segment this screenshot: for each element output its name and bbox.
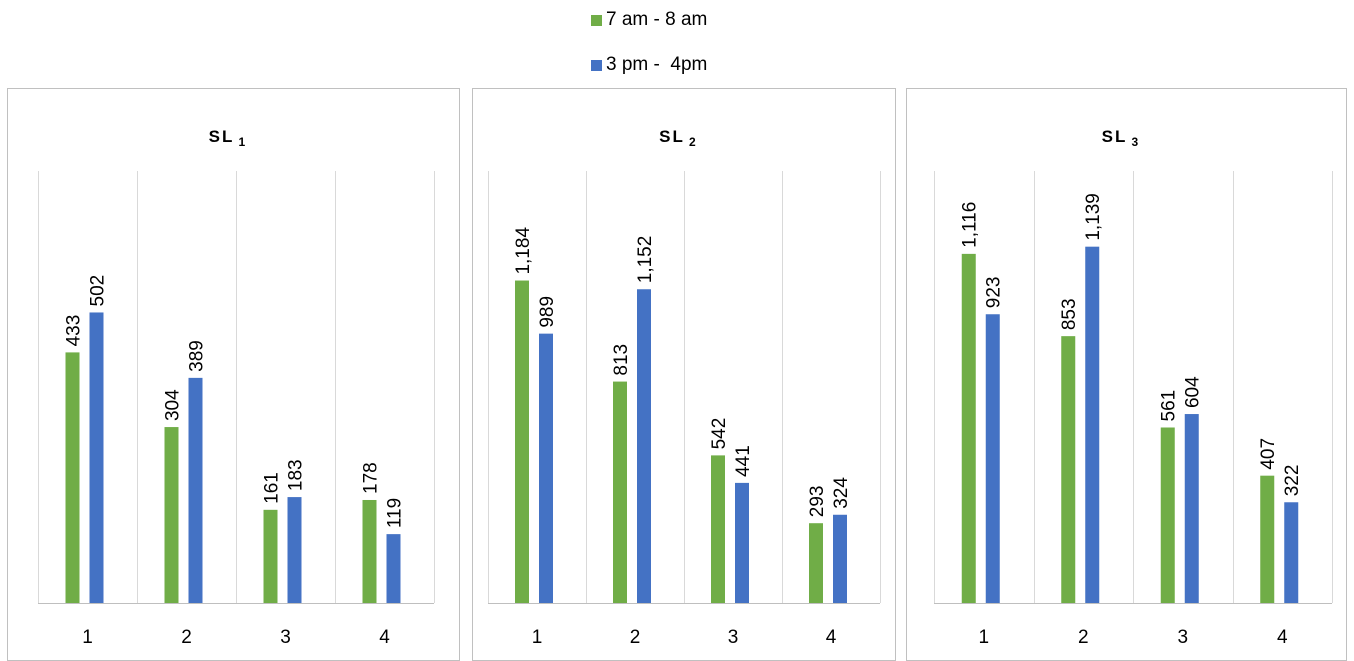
bar-afternoon — [1085, 246, 1100, 603]
bar-afternoon — [1184, 414, 1199, 603]
bar-morning — [1260, 475, 1275, 603]
data-label: 178 — [361, 462, 382, 494]
data-label: 119 — [385, 498, 406, 528]
x-tick-label: 2 — [1078, 627, 1089, 648]
bar-morning — [613, 381, 627, 603]
data-label: 542 — [709, 418, 730, 450]
data-label: 389 — [187, 340, 208, 372]
data-label: 293 — [807, 485, 828, 517]
x-tick-label: 2 — [630, 627, 641, 648]
chart-title-subscript: 2 — [689, 135, 698, 149]
bar-morning — [515, 280, 529, 603]
bar-afternoon — [985, 314, 1000, 603]
data-label: 853 — [1059, 298, 1080, 330]
data-label: 304 — [163, 389, 184, 421]
bar-afternoon — [386, 534, 401, 603]
legend-swatch-afternoon — [591, 59, 602, 71]
chart-title-subscript: 3 — [1132, 135, 1141, 149]
bar-morning — [263, 509, 278, 603]
data-label: 502 — [88, 275, 109, 307]
bar-afternoon — [287, 497, 302, 603]
bar-morning — [362, 499, 377, 603]
data-label: 322 — [1282, 465, 1303, 497]
data-label: 604 — [1183, 376, 1204, 408]
x-tick-label: 1 — [532, 627, 543, 648]
chart-title: SL — [209, 127, 235, 146]
data-label: 561 — [1159, 390, 1180, 422]
legend-swatch-morning — [591, 14, 602, 26]
x-tick-label: 3 — [1177, 627, 1188, 648]
data-label: 923 — [984, 277, 1005, 309]
chart-title: SL — [1102, 127, 1128, 146]
bar-morning — [961, 253, 976, 603]
bar-afternoon — [539, 333, 553, 603]
x-tick-label: 1 — [82, 627, 93, 648]
legend-label-afternoon: 3 pm - 4pm — [606, 54, 708, 75]
bar-morning — [65, 352, 80, 603]
data-label: 1,139 — [1083, 193, 1104, 241]
x-tick-label: 4 — [826, 627, 837, 648]
chart-title-subscript: 1 — [239, 135, 248, 149]
bar-afternoon — [637, 289, 651, 603]
data-label: 1,152 — [635, 236, 656, 284]
bar-afternoon — [833, 514, 847, 603]
data-label: 324 — [831, 477, 852, 509]
bar-morning — [1061, 336, 1076, 603]
x-tick-label: 3 — [728, 627, 739, 648]
data-label: 183 — [286, 459, 307, 491]
legend-item-afternoon: 3 pm - 4pm — [591, 54, 707, 76]
bar-afternoon — [1284, 502, 1299, 603]
data-label: 989 — [537, 296, 558, 328]
legend-label-morning: 7 am - 8 am — [606, 9, 708, 30]
bar-morning — [809, 523, 823, 603]
bar-morning — [711, 455, 725, 603]
chart-legend: 7 am - 8 am 3 pm - 4pm — [0, 0, 1354, 90]
bar-morning — [164, 427, 179, 603]
data-label: 161 — [262, 472, 283, 504]
bar-morning — [1160, 427, 1175, 603]
bar-afternoon — [735, 482, 749, 603]
data-label: 433 — [64, 315, 85, 347]
x-tick-label: 4 — [1277, 627, 1288, 648]
bar-afternoon — [188, 377, 203, 603]
data-label: 1,184 — [513, 227, 534, 275]
chart-title: SL — [659, 127, 685, 146]
x-tick-label: 4 — [379, 627, 390, 648]
data-label: 407 — [1258, 438, 1279, 470]
data-label: 1,116 — [960, 202, 981, 248]
data-label: 813 — [611, 344, 632, 376]
x-tick-label: 1 — [978, 627, 989, 648]
x-tick-label: 3 — [280, 627, 291, 648]
data-label: 441 — [733, 445, 754, 477]
bar-afternoon — [89, 312, 104, 603]
legend-item-morning: 7 am - 8 am — [591, 9, 707, 31]
x-tick-label: 2 — [181, 627, 192, 648]
